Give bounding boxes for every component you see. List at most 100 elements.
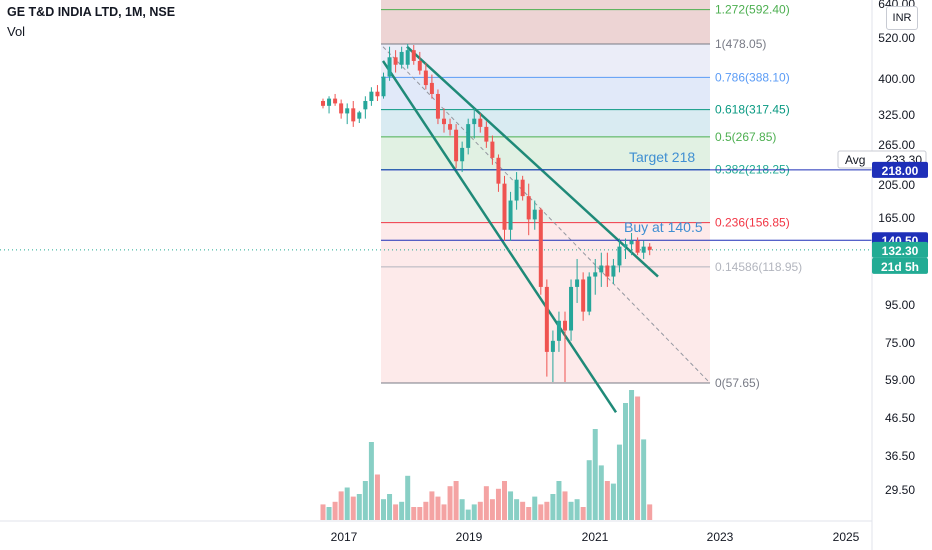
volume-bar [356,494,362,520]
candle-body [321,100,325,106]
candle-body [556,320,561,341]
fib-zone [381,169,710,223]
fib-zone [381,44,710,78]
volume-bar [568,501,574,520]
candle-body [502,183,507,230]
candle-body [514,179,519,201]
candle-body [466,124,471,148]
currency-button[interactable]: INR [886,6,918,30]
volume-bar [495,488,501,520]
candle-body [605,265,610,277]
volume-bar [332,501,338,520]
annotation-buy: Buy at 140.5 [624,219,703,235]
volume-bar [350,496,356,520]
price-tag [872,241,928,258]
y-tick-label: 36.50 [885,449,915,463]
volume-bar [344,487,350,520]
x-tick-label: 2021 [582,530,609,544]
y-tick-label: 29.50 [885,483,915,497]
candle-body [526,196,531,220]
fib-label: 0.5(267.85) [715,130,776,144]
volume-bar [556,481,562,520]
candle-body [617,246,622,266]
candle-body [635,240,640,253]
volume-bar [483,486,489,520]
candle-body [593,272,598,277]
y-tick-label: 520.00 [878,31,915,45]
volume-bar [381,499,386,520]
x-tick-label: 2023 [707,530,734,544]
candle-body [339,103,344,114]
volume-bar [635,396,641,520]
candle-body [623,244,628,247]
volume-bar [429,491,435,520]
volume-label: Vol [7,24,26,39]
fib-label: 1.272(592.40) [715,3,790,17]
fib-zone [381,222,710,267]
candle-body [345,108,350,114]
candle-body [544,286,549,352]
y-tick-label: 205.00 [878,178,915,192]
candle-body [327,98,332,106]
candle-body [435,93,440,119]
price-tag-label: 132.30 [882,244,919,258]
candle-body [520,179,525,197]
fib-label: 0.236(156.85) [715,216,790,230]
candle-body [478,118,483,127]
candle-body [472,118,477,125]
y-tick-label: 325.00 [878,108,915,122]
candle-body [569,286,574,331]
volume-bar [489,499,495,520]
candle-body [538,209,543,287]
volume-bar [598,465,604,520]
volume-bar [441,504,447,520]
volume-bar [508,491,514,520]
candle-body [369,91,374,101]
fib-label: 1(478.05) [715,37,766,51]
volume-bar [647,504,653,520]
volume-bar [374,474,380,520]
candle-body [423,70,428,86]
fib-zone [381,109,710,137]
y-tick-label: 640.00 [878,0,915,11]
candle-body [484,126,489,142]
candle-body [599,265,604,273]
volume-bar [604,481,610,520]
candle-body [411,50,416,61]
volume-bar [399,501,405,520]
candle-body [641,246,646,253]
candle-body [647,246,652,250]
volume-bar [326,507,332,520]
fib-label: 0(57.65) [715,376,760,390]
candle-body [629,240,634,245]
candle-body [375,91,380,97]
y-tick-label: 75.00 [885,336,915,350]
volume-bar [562,491,568,520]
volume-bar [477,501,483,520]
volume-bar [586,460,592,520]
volume-bar [544,501,550,520]
volume-bar [616,444,622,520]
candle-body [405,50,410,65]
candle-body [575,279,580,287]
candle-body [363,100,368,110]
volume-bar [592,429,598,520]
volume-bar [417,507,423,520]
annotation-target: Target 218 [629,149,695,165]
candle-body [387,57,392,77]
volume-bar [641,439,647,520]
trendline-upper [406,45,659,278]
x-tick-label: 2017 [331,530,358,544]
y-tick-label: 265.00 [878,138,915,152]
volume-bar [338,491,344,520]
candle-body [490,141,495,158]
candle-body [611,265,616,277]
volume-bar [580,507,586,520]
volume-bar [502,481,507,520]
avg-tag-label: Avg [845,153,865,167]
candle-body [417,60,422,71]
volume-bar [435,496,441,520]
candle-body [448,124,453,130]
volume-bar [459,499,465,520]
